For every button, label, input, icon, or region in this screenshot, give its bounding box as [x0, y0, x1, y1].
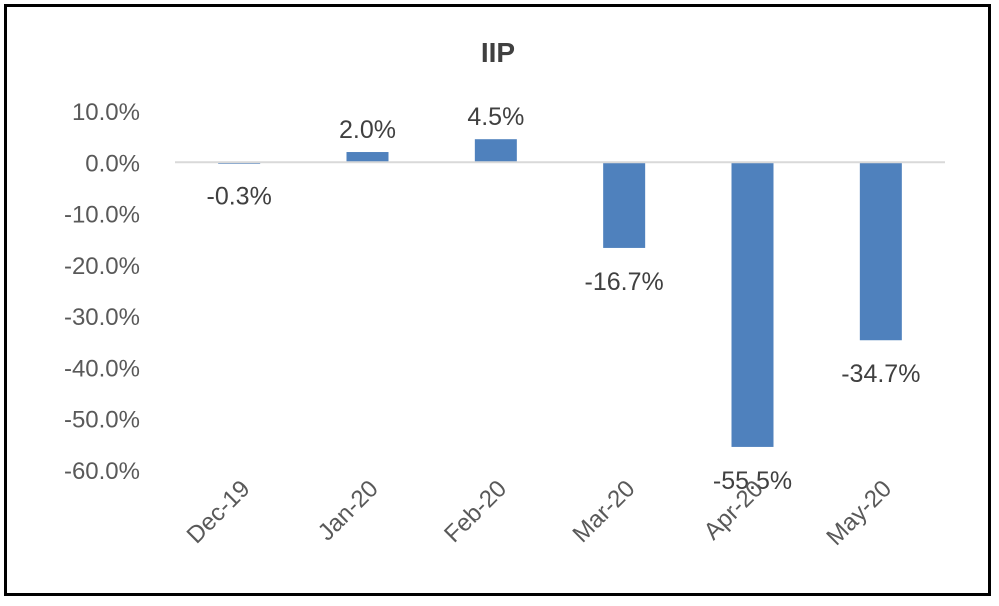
data-label: -55.5%	[713, 467, 792, 495]
bar-jan-20	[346, 152, 389, 163]
x-tick-label: Feb-20	[439, 475, 512, 548]
y-axis-ticks: 10.0% 0.0% -10.0% -20.0% -30.0% -40.0% -50.0% -…	[64, 99, 140, 485]
bar-mar-20	[603, 162, 646, 248]
y-tick-label: -40.0%	[64, 355, 140, 382]
bar-may-20	[859, 162, 902, 341]
y-tick-label: -60.0%	[64, 458, 140, 485]
x-tick-label: Jan-20	[313, 475, 384, 546]
chart-title: IIP	[481, 37, 515, 68]
y-tick-label: 0.0%	[85, 150, 140, 177]
x-tick-label: Dec-19	[182, 475, 256, 549]
y-tick-label: -10.0%	[64, 202, 140, 229]
data-label: -0.3%	[207, 182, 272, 210]
y-tick-label: -30.0%	[64, 304, 140, 331]
x-tick-label: Mar-20	[568, 475, 641, 548]
data-labels: -0.3% 2.0% 4.5% -16.7% -55.5% -34.7%	[207, 103, 921, 495]
x-tick-label: May-20	[821, 475, 897, 551]
bar-apr-20	[731, 162, 774, 447]
chart-frame	[4, 4, 991, 596]
y-tick-label: -20.0%	[64, 253, 140, 280]
data-label: 4.5%	[467, 103, 524, 131]
data-label: 2.0%	[339, 116, 396, 144]
data-label: -34.7%	[841, 360, 920, 388]
y-tick-label: -50.0%	[64, 407, 140, 434]
y-tick-label: 10.0%	[72, 99, 140, 126]
bar-series	[218, 139, 902, 447]
bar-feb-20	[474, 139, 517, 163]
data-label: -16.7%	[585, 268, 664, 296]
